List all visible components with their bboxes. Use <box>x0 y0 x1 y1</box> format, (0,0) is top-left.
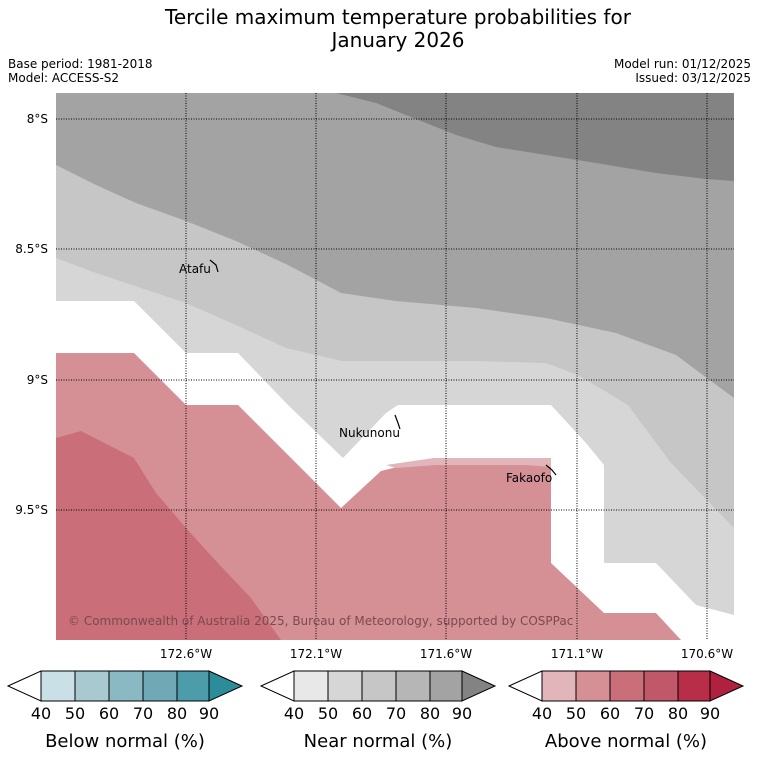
atoll-marks <box>209 259 557 476</box>
meta-right: Model run: 01/12/2025 Issued: 03/12/2025 <box>614 57 751 85</box>
place-nukunonu: Nukunonu <box>339 426 400 440</box>
tick-label: 50 <box>64 704 86 723</box>
tick-label: 80 <box>667 704 689 723</box>
graticule <box>56 93 734 640</box>
cbar-above-swatch-5 <box>677 670 711 702</box>
tick-label: 40 <box>30 704 52 723</box>
map-panel <box>56 93 734 640</box>
cbar-near-swatch-1 <box>293 670 329 702</box>
colorbar-below <box>6 670 244 702</box>
tick-label: 70 <box>633 704 655 723</box>
lat-label-8-5s: 8.5°S <box>15 242 48 256</box>
near-70-region <box>56 93 734 398</box>
tick-label: 70 <box>385 704 407 723</box>
colorbar-near-title: Near normal (%) <box>303 731 453 752</box>
place-fakaofo: Fakaofo <box>506 471 553 485</box>
fakaofo-mark <box>545 464 557 476</box>
cbar-near-swatch-5 <box>429 670 463 702</box>
cbar-below-swatch-3 <box>108 670 144 702</box>
cbar-above-swatch-2 <box>575 670 611 702</box>
cbar-above-swatch-1 <box>541 670 577 702</box>
colorbar-near <box>259 670 497 702</box>
lat-label-8s: 8°S <box>26 112 48 126</box>
title-line-1: Tercile maximum temperature probabilitie… <box>165 5 631 29</box>
tick-label: 90 <box>699 704 721 723</box>
cbar-above-high-arrow <box>709 670 745 702</box>
above-60-region <box>56 431 281 640</box>
lat-label-9-5s: 9.5°S <box>15 503 48 517</box>
cbar-below-swatch-1 <box>40 670 76 702</box>
above-40-patch <box>386 458 551 468</box>
colorbar-below-title: Below normal (%) <box>45 731 205 752</box>
atafu-mark <box>209 259 219 273</box>
tick-label: 60 <box>98 704 120 723</box>
lon-label-171-1w: 171.1°W <box>550 647 604 661</box>
tick-label: 60 <box>351 704 373 723</box>
colorbar-above <box>507 670 745 702</box>
tick-label: 40 <box>531 704 553 723</box>
map-title: Tercile maximum temperature probabilitie… <box>0 6 758 52</box>
lon-label-172-6w: 172.6°W <box>159 647 213 661</box>
tick-label: 50 <box>317 704 339 723</box>
tick-label: 90 <box>198 704 220 723</box>
near-80-region <box>336 93 734 181</box>
nukunonu-mark <box>394 414 401 430</box>
lon-label-172-1w: 172.1°W <box>289 647 343 661</box>
tick-label: 70 <box>132 704 154 723</box>
cbar-near-swatch-3 <box>361 670 397 702</box>
cbar-below-high-arrow <box>208 670 244 702</box>
cbar-above-swatch-4 <box>643 670 679 702</box>
map-svg <box>56 93 734 640</box>
copyright-notice: © Commonwealth of Australia 2025, Bureau… <box>68 614 574 628</box>
base-period: Base period: 1981-2018 <box>8 57 153 71</box>
lon-label-170-6w: 170.6°W <box>680 647 734 661</box>
meta-left: Base period: 1981-2018 Model: ACCESS-S2 <box>8 57 153 85</box>
tick-label: 40 <box>283 704 305 723</box>
place-atafu: Atafu <box>179 262 211 276</box>
colorbar-above-title: Above normal (%) <box>544 731 708 752</box>
cbar-below-swatch-4 <box>142 670 178 702</box>
tick-label: 90 <box>451 704 473 723</box>
cbar-above-low-arrow <box>507 670 543 702</box>
cbar-near-low-arrow <box>259 670 295 702</box>
tick-label: 50 <box>565 704 587 723</box>
cbar-above-swatch-3 <box>609 670 645 702</box>
lon-label-171-6w: 171.6°W <box>419 647 473 661</box>
tick-label: 80 <box>166 704 188 723</box>
model-name: Model: ACCESS-S2 <box>8 71 120 85</box>
cbar-near-swatch-2 <box>327 670 363 702</box>
cbar-near-high-arrow <box>461 670 497 702</box>
title-line-2: January 2026 <box>331 28 465 52</box>
tick-label: 80 <box>419 704 441 723</box>
lat-label-9s: 9°S <box>26 373 48 387</box>
cbar-below-low-arrow <box>6 670 42 702</box>
issued-date: Issued: 03/12/2025 <box>635 71 751 85</box>
cbar-below-swatch-2 <box>74 670 110 702</box>
model-run: Model run: 01/12/2025 <box>613 57 751 71</box>
cbar-below-swatch-5 <box>176 670 210 702</box>
tick-label: 60 <box>599 704 621 723</box>
cbar-near-swatch-4 <box>395 670 431 702</box>
